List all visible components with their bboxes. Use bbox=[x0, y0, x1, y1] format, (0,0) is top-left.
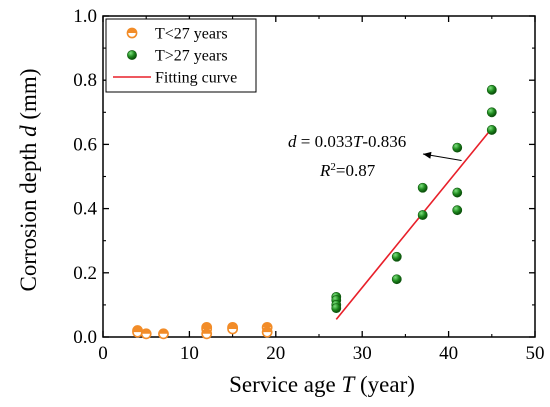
x-tick-label: 0 bbox=[98, 343, 108, 364]
point-above-27 bbox=[486, 125, 497, 135]
point-above-27 bbox=[486, 84, 497, 95]
point-above-27 bbox=[452, 142, 463, 153]
point-below-27 bbox=[227, 323, 238, 335]
fit-equation: d = 0.033T-0.836 bbox=[288, 132, 406, 151]
x-tick-label: 40 bbox=[439, 343, 458, 364]
legend-marker-below-27 bbox=[126, 27, 138, 39]
x-tick-label: 50 bbox=[526, 343, 545, 364]
point-above-27 bbox=[417, 182, 428, 193]
y-tick-label: 0.8 bbox=[73, 70, 97, 91]
legend-marker-above-27 bbox=[127, 50, 137, 60]
point-above-27 bbox=[391, 274, 402, 285]
y-axis-title: Corrosion depth d (mm) bbox=[16, 69, 41, 292]
y-tick-label: 0.0 bbox=[73, 327, 97, 348]
ticks: 0 10 20 30 40 50 0.0 0.2 0.4 0.6 0.8 1.0 bbox=[73, 6, 544, 364]
y-tick-label: 0.2 bbox=[73, 263, 97, 284]
y-tick-label: 0.4 bbox=[73, 199, 97, 220]
point-above-27 bbox=[452, 187, 463, 198]
x-tick-label: 30 bbox=[353, 343, 372, 364]
data-points bbox=[132, 84, 497, 340]
fitting-curve-line bbox=[335, 127, 493, 320]
point-above-27 bbox=[452, 205, 463, 216]
legend-label: T>27 years bbox=[155, 48, 228, 65]
point-below-27 bbox=[132, 326, 143, 338]
point-below-27 bbox=[158, 328, 169, 340]
point-above-27 bbox=[331, 303, 342, 314]
x-tick-label: 10 bbox=[180, 343, 199, 364]
legend-label: T<27 years bbox=[155, 26, 228, 43]
point-below-27 bbox=[261, 326, 273, 338]
annotation: d = 0.033T-0.836 R2=0.87 bbox=[288, 132, 462, 180]
point-below-27 bbox=[140, 328, 152, 340]
y-tick-label: 0.6 bbox=[73, 134, 97, 155]
legend: T<27 years T>27 years Fitting curve bbox=[105, 18, 257, 93]
annotation-arrowhead bbox=[423, 151, 432, 159]
x-axis-title: Service age T (year) bbox=[229, 372, 415, 397]
r-squared: R2=0.87 bbox=[319, 161, 376, 180]
point-above-27 bbox=[486, 107, 497, 118]
point-above-27 bbox=[417, 210, 428, 220]
y-tick-label: 1.0 bbox=[73, 6, 97, 27]
point-below-27 bbox=[201, 328, 213, 340]
x-tick-label: 20 bbox=[266, 343, 285, 364]
point-above-27 bbox=[391, 251, 402, 262]
legend-label: Fitting curve bbox=[155, 70, 237, 87]
